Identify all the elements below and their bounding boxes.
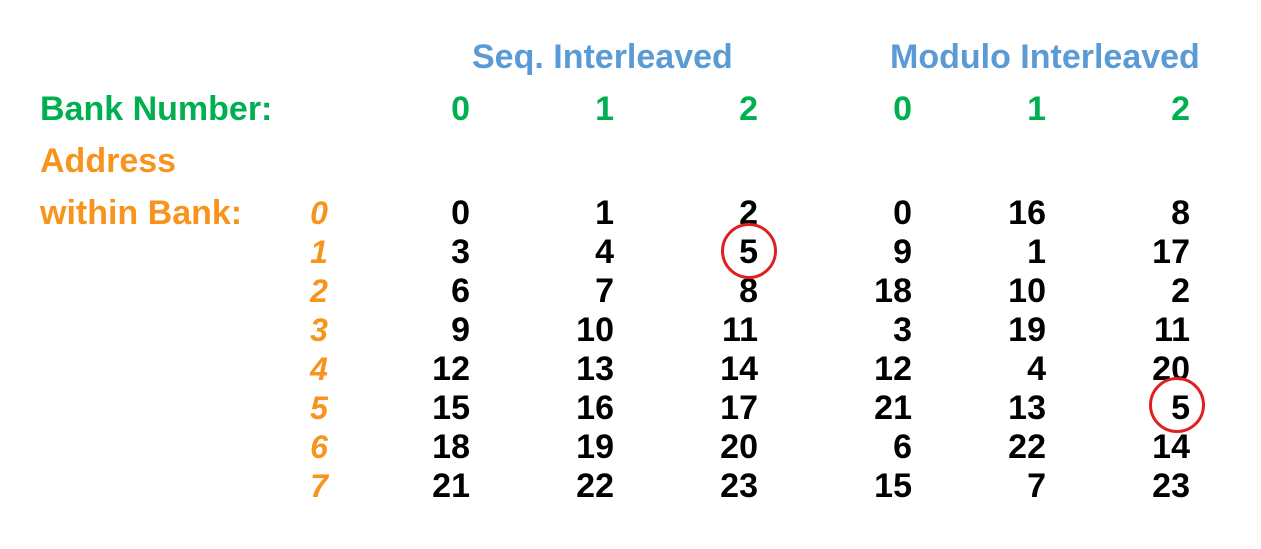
bank-number-seq-1: 1 bbox=[595, 90, 614, 128]
address-row-2: 2 bbox=[310, 273, 328, 309]
address-row-1: 1 bbox=[310, 234, 328, 270]
seq-cell-r4-c1: 13 bbox=[576, 350, 614, 388]
bank-number-mod-1: 1 bbox=[1027, 90, 1046, 128]
highlight-circle-modulo-5 bbox=[1149, 377, 1205, 433]
address-row-6: 6 bbox=[310, 429, 328, 465]
modulo-cell-r6-c2: 14 bbox=[1152, 428, 1190, 466]
bank-number-label: Bank Number: bbox=[40, 90, 273, 128]
seq-cell-r0-c2: 2 bbox=[739, 194, 758, 232]
modulo-cell-r4-c0: 12 bbox=[874, 350, 912, 388]
modulo-cell-r3-c1: 19 bbox=[1008, 311, 1046, 349]
seq-cell-r2-c2: 8 bbox=[739, 272, 758, 310]
modulo-cell-r1-c2: 17 bbox=[1152, 233, 1190, 271]
modulo-cell-r0-c1: 16 bbox=[1008, 194, 1046, 232]
seq-cell-r3-c2: 11 bbox=[722, 311, 758, 349]
seq-cell-r1-c0: 3 bbox=[451, 233, 470, 271]
modulo-cell-r7-c1: 7 bbox=[1027, 467, 1046, 505]
seq-cell-r6-c0: 18 bbox=[432, 428, 470, 466]
seq-cell-r7-c2: 23 bbox=[720, 467, 758, 505]
seq-cell-r7-c0: 21 bbox=[432, 467, 470, 505]
seq-cell-r7-c1: 22 bbox=[576, 467, 614, 505]
modulo-cell-r4-c1: 4 bbox=[1027, 350, 1046, 388]
seq-cell-r2-c0: 6 bbox=[451, 272, 470, 310]
modulo-cell-r0-c2: 8 bbox=[1171, 194, 1190, 232]
modulo-interleaved-heading: Modulo Interleaved bbox=[890, 38, 1200, 76]
seq-cell-r2-c1: 7 bbox=[595, 272, 614, 310]
modulo-cell-r5-c0: 21 bbox=[874, 389, 912, 427]
seq-cell-r4-c0: 12 bbox=[432, 350, 470, 388]
modulo-cell-r5-c1: 13 bbox=[1008, 389, 1046, 427]
seq-cell-r0-c1: 1 bbox=[595, 194, 614, 232]
within-bank-label: within Bank: bbox=[40, 194, 243, 232]
bank-number-seq-2: 2 bbox=[739, 90, 758, 128]
modulo-cell-r0-c0: 0 bbox=[893, 194, 912, 232]
seq-cell-r3-c1: 10 bbox=[576, 311, 614, 349]
address-row-5: 5 bbox=[310, 390, 328, 426]
address-row-3: 3 bbox=[310, 312, 328, 348]
seq-cell-r6-c1: 19 bbox=[576, 428, 614, 466]
seq-cell-r3-c0: 9 bbox=[451, 311, 470, 349]
highlight-circle-seq-5 bbox=[721, 223, 777, 279]
modulo-cell-r7-c0: 15 bbox=[874, 467, 912, 505]
bank-number-seq-0: 0 bbox=[451, 90, 470, 128]
modulo-cell-r2-c2: 2 bbox=[1171, 272, 1190, 310]
seq-cell-r6-c2: 20 bbox=[720, 428, 758, 466]
bank-number-mod-2: 2 bbox=[1171, 90, 1190, 128]
modulo-cell-r1-c1: 1 bbox=[1027, 233, 1046, 271]
seq-cell-r1-c1: 4 bbox=[595, 233, 614, 271]
address-row-7: 7 bbox=[310, 468, 328, 504]
modulo-cell-r3-c0: 3 bbox=[893, 311, 912, 349]
seq-cell-r0-c0: 0 bbox=[451, 194, 470, 232]
seq-interleaved-heading: Seq. Interleaved bbox=[472, 38, 733, 76]
address-label: Address bbox=[40, 142, 177, 180]
modulo-cell-r7-c2: 23 bbox=[1152, 467, 1190, 505]
modulo-cell-r6-c0: 6 bbox=[893, 428, 912, 466]
modulo-cell-r1-c0: 9 bbox=[893, 233, 912, 271]
seq-cell-r5-c0: 15 bbox=[432, 389, 470, 427]
seq-cell-r4-c2: 14 bbox=[720, 350, 758, 388]
seq-cell-r5-c2: 17 bbox=[720, 389, 758, 427]
bank-number-mod-0: 0 bbox=[893, 90, 912, 128]
modulo-cell-r2-c0: 18 bbox=[874, 272, 912, 310]
modulo-cell-r6-c1: 22 bbox=[1008, 428, 1046, 466]
modulo-cell-r3-c2: 11 bbox=[1154, 311, 1190, 349]
address-row-0: 0 bbox=[310, 195, 328, 231]
seq-cell-r5-c1: 16 bbox=[576, 389, 614, 427]
modulo-cell-r2-c1: 10 bbox=[1008, 272, 1046, 310]
address-row-4: 4 bbox=[310, 351, 328, 387]
